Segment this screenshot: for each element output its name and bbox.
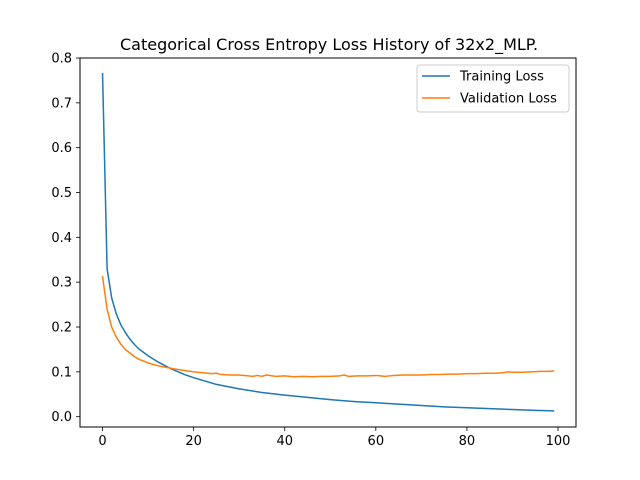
y-tick-label: 0.3 bbox=[51, 276, 72, 291]
y-tick-label: 0.7 bbox=[51, 96, 72, 111]
y-tick-label: 0.6 bbox=[51, 141, 72, 156]
plot-frame bbox=[79, 57, 577, 428]
legend: Training Loss Validation Loss bbox=[416, 64, 570, 113]
y-tick-label: 0.4 bbox=[51, 231, 72, 246]
legend-entry: Training Loss bbox=[459, 70, 544, 85]
x-tick-label: 80 bbox=[459, 434, 476, 449]
legend-entry: Validation Loss bbox=[460, 92, 557, 107]
plot-area bbox=[101, 72, 555, 412]
x-tick-label: 0 bbox=[98, 434, 106, 449]
x-tick-label: 20 bbox=[185, 434, 202, 449]
series-line-training-loss bbox=[101, 72, 555, 412]
x-tick-label: 40 bbox=[276, 434, 293, 449]
y-axis: 0.0 0.1 0.2 0.3 0.4 0.5 0.6 0.7 0.8 bbox=[51, 52, 80, 425]
y-tick-label: 0.2 bbox=[51, 321, 72, 336]
series-line-validation-loss bbox=[101, 275, 555, 378]
legend-box bbox=[416, 64, 570, 113]
x-tick-label: 100 bbox=[546, 434, 571, 449]
x-axis: 0 20 40 60 80 100 bbox=[98, 427, 570, 449]
y-tick-label: 0.0 bbox=[51, 410, 72, 425]
y-tick-label: 0.1 bbox=[51, 365, 72, 380]
y-tick-label: 0.5 bbox=[51, 186, 72, 201]
chart-title: Categorical Cross Entropy Loss History o… bbox=[120, 35, 538, 55]
x-tick-label: 60 bbox=[368, 434, 385, 449]
y-tick-label: 0.8 bbox=[51, 52, 72, 67]
